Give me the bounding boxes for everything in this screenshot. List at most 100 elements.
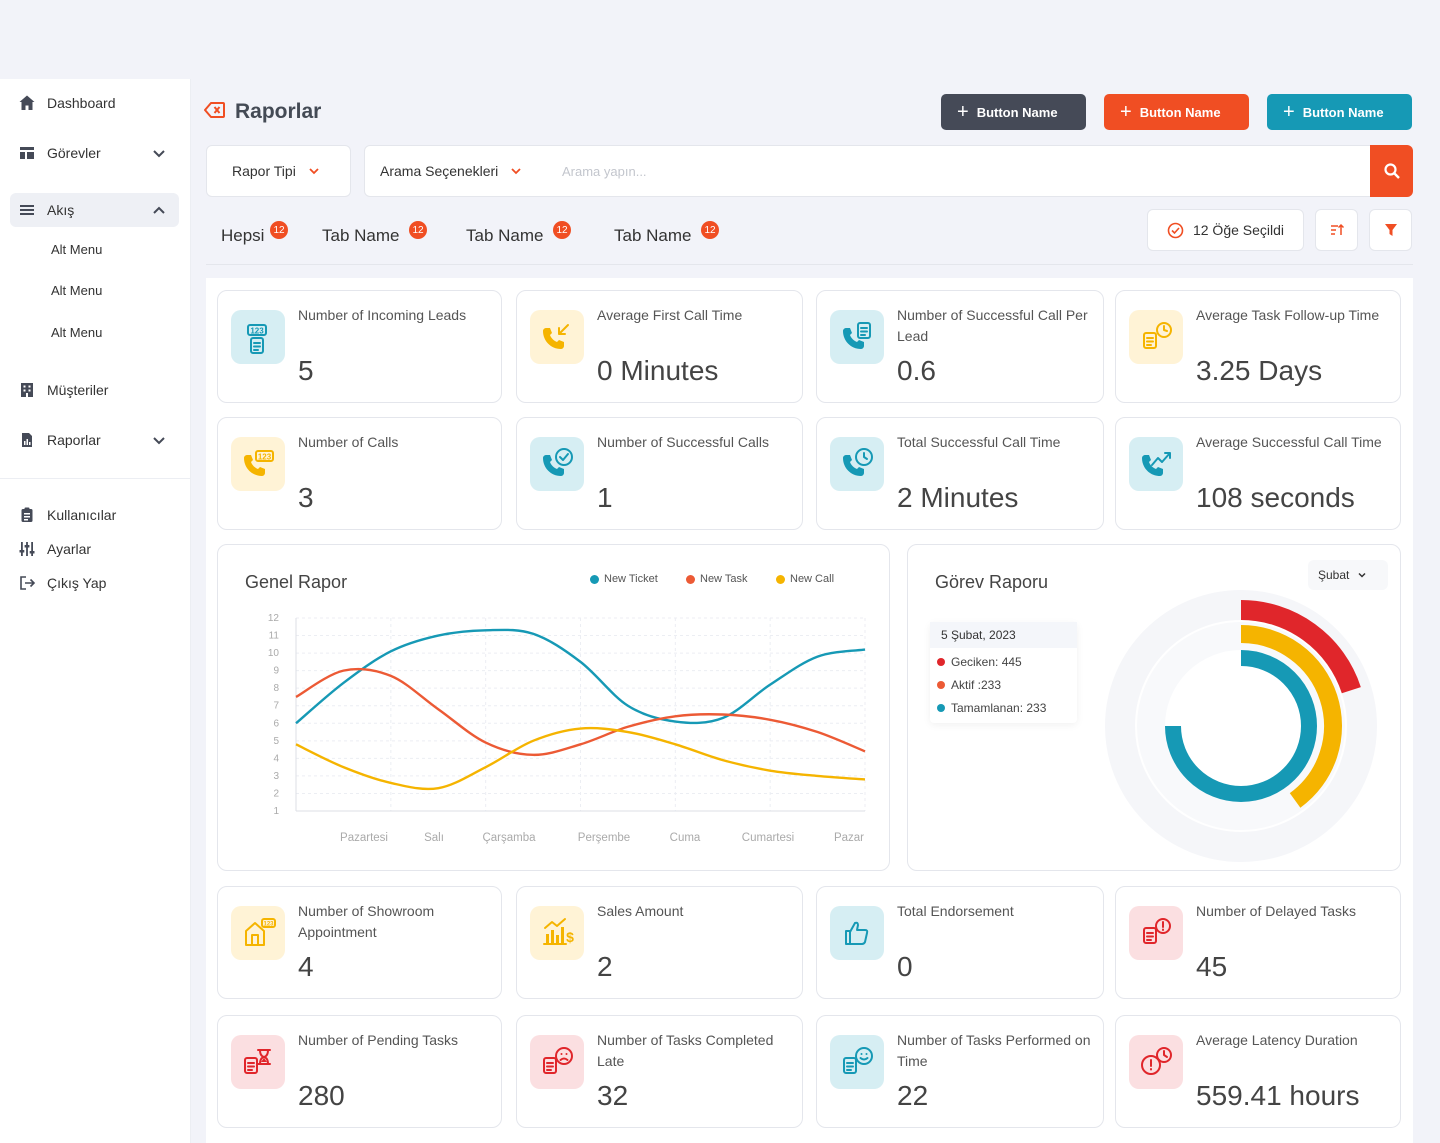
y-tick-label: 2 — [273, 788, 279, 799]
building-icon — [18, 381, 36, 399]
stat-card[interactable]: Average First Call Time 0 Minutes — [516, 290, 803, 403]
sidebar-item-ayarlar[interactable]: Ayarlar — [10, 532, 179, 566]
stat-label: Number of Incoming Leads — [298, 307, 467, 323]
legend-new-ticket[interactable]: New Ticket — [590, 573, 658, 585]
call-document-icon — [830, 310, 884, 364]
sidebar-item-dashboard[interactable]: Dashboard — [10, 86, 179, 120]
header-button-teal[interactable]: + Button Name — [1267, 94, 1412, 130]
tab-count-badge: 12 — [270, 221, 288, 239]
home-icon — [18, 94, 36, 112]
stat-card[interactable]: Average Task Follow-up Time 3.25 Days — [1115, 290, 1401, 403]
stat-value: 559.41 hours — [1196, 1080, 1360, 1111]
stat-label: Number of Tasks Completed Late — [597, 1032, 774, 1069]
legend-new-task[interactable]: New Task — [686, 573, 747, 585]
header-button-orange[interactable]: + Button Name — [1104, 94, 1249, 130]
report-type-label: Rapor Tipi — [232, 163, 296, 179]
sidebar-divider — [0, 478, 191, 479]
svg-text:123: 123 — [263, 922, 274, 928]
sidebar-item-cikis[interactable]: Çıkış Yap — [10, 566, 179, 600]
header-button-dark[interactable]: + Button Name — [941, 94, 1086, 130]
sidebar-subitem[interactable]: Alt Menu — [51, 242, 103, 257]
x-tick-label: Salı — [424, 832, 444, 844]
sidebar-item-musteriler[interactable]: Müşteriler — [10, 373, 179, 407]
y-tick-label: 5 — [273, 736, 279, 747]
logout-icon — [18, 574, 36, 592]
header-button-label: Button Name — [1139, 104, 1221, 120]
sidebar-subitem[interactable]: Alt Menu — [51, 283, 103, 298]
task-report-panel: Görev Raporu Şubat 5 Şubat, 2023 Geciken… — [907, 544, 1401, 871]
stat-value: 0 Minutes — [597, 355, 719, 386]
sidebar-item-label: Kullanıcılar — [47, 507, 117, 523]
plus-icon: + — [1120, 101, 1132, 123]
stat-card[interactable]: Number of Successful Call Per Lead 0.6 — [816, 290, 1104, 403]
legend-new-call[interactable]: New Call — [776, 573, 834, 585]
stat-card[interactable]: Number of Tasks Completed Late 32 — [516, 1015, 803, 1128]
y-tick-label: 3 — [273, 771, 279, 782]
legend-label: New Ticket — [604, 573, 658, 585]
y-tick-label: 4 — [273, 753, 279, 764]
tab-item[interactable]: Tab Name 12 — [466, 221, 571, 246]
task-report-tooltip: 5 Şubat, 2023 Geciken: 445 Aktif :233 Ta… — [930, 622, 1077, 723]
report-icon — [18, 431, 36, 449]
plus-icon: + — [1283, 101, 1295, 123]
clipboard-user-icon — [18, 506, 36, 524]
report-type-dropdown[interactable]: Rapor Tipi — [206, 145, 351, 197]
sidebar-subitem[interactable]: Alt Menu — [51, 325, 103, 340]
sidebar-item-kullanicilar[interactable]: Kullanıcılar — [10, 498, 179, 532]
stat-card[interactable]: Total Endorsement 0 — [816, 886, 1104, 999]
sidebar-item-label: Ayarlar — [47, 541, 92, 557]
sort-button[interactable] — [1315, 209, 1358, 251]
legend-dot — [686, 574, 695, 584]
stat-label: Number of Pending Tasks — [298, 1032, 459, 1048]
stat-value: 0 — [897, 951, 913, 982]
stat-card[interactable]: Total Successful Call Time 2 Minutes — [816, 417, 1104, 530]
filter-button[interactable] — [1369, 209, 1412, 251]
legend-label: New Task — [700, 573, 748, 585]
sidebar-item-akis[interactable]: Akış — [10, 193, 179, 227]
tab-count-badge: 12 — [553, 221, 571, 239]
tab-hepsi[interactable]: Hepsi 12 — [221, 221, 288, 246]
x-tick-label: Cumartesi — [742, 832, 794, 844]
y-tick-label: 11 — [269, 631, 280, 642]
ontime-task-icon — [830, 1035, 884, 1089]
sidebar-item-gorevler[interactable]: Görevler — [10, 136, 179, 170]
stat-label: Average Successful Call Time — [1196, 434, 1382, 450]
search-input[interactable] — [551, 145, 1371, 197]
stat-card[interactable]: Number of Pending Tasks 280 — [217, 1015, 502, 1128]
stat-card[interactable]: Number of Tasks Performed on Time 22 — [816, 1015, 1104, 1128]
stat-card[interactable]: 123 Number of Showroom Appointment 4 — [217, 886, 502, 999]
search-button[interactable] — [1370, 145, 1413, 197]
tab-item[interactable]: Tab Name 12 — [614, 221, 719, 246]
stat-card[interactable]: Number of Delayed Tasks 45 — [1115, 886, 1401, 999]
tab-count-badge: 12 — [409, 221, 427, 239]
search-options-dropdown[interactable]: Arama Seçenekleri — [364, 145, 552, 197]
task-clock-icon — [1129, 310, 1183, 364]
back-tag-icon[interactable] — [204, 100, 225, 124]
y-tick-label: 12 — [268, 613, 280, 624]
pending-task-icon — [231, 1035, 285, 1089]
selected-items-button[interactable]: 12 Öğe Seçildi — [1147, 209, 1304, 251]
stat-card[interactable]: $ Sales Amount 2 — [516, 886, 803, 999]
stat-value: 108 seconds — [1196, 482, 1355, 513]
month-select[interactable]: Şubat — [1308, 560, 1388, 590]
sidebar-item-raporlar[interactable]: Raporlar — [10, 423, 179, 457]
tooltip-row: Geciken: 445 — [930, 650, 1077, 673]
stat-value: 2 Minutes — [897, 482, 1019, 513]
sidebar-item-label: Müşteriler — [47, 382, 109, 398]
stat-label: Average Latency Duration — [1196, 1032, 1358, 1048]
tooltip-text: Aktif :233 — [951, 677, 1002, 692]
stat-card[interactable]: Average Latency Duration 559.41 hours — [1115, 1015, 1401, 1128]
stat-card[interactable]: 123 Number of Calls 3 — [217, 417, 502, 530]
chevron-down-icon — [153, 150, 165, 158]
list-icon — [18, 201, 36, 219]
stat-value: 5 — [298, 355, 314, 386]
tab-item[interactable]: Tab Name 12 — [322, 221, 427, 246]
sidebar-item-label: Çıkış Yap — [47, 575, 107, 591]
tooltip-dot — [937, 680, 945, 689]
stat-card[interactable]: Average Successful Call Time 108 seconds — [1115, 417, 1401, 530]
y-tick-label: 8 — [273, 683, 279, 694]
stat-card[interactable]: Number of Successful Calls 1 — [516, 417, 803, 530]
stat-value: 22 — [897, 1080, 929, 1111]
stat-card[interactable]: 123 Number of Incoming Leads 5 — [217, 290, 502, 403]
stat-label: Number of Showroom Appointment — [298, 903, 435, 940]
